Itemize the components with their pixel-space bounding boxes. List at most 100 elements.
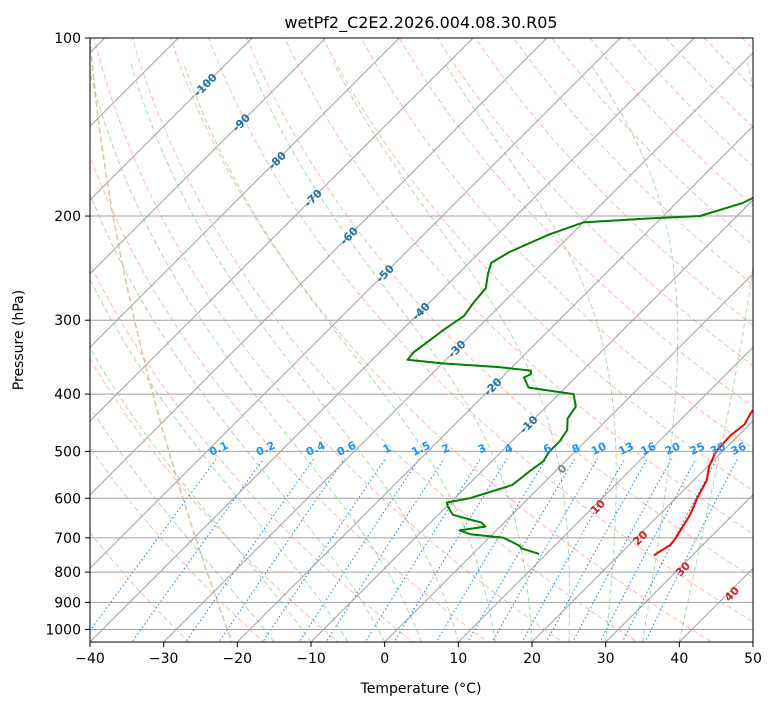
x-tick-label: 30 xyxy=(597,651,615,667)
mixing-ratio-line xyxy=(90,458,218,632)
isotherm-line xyxy=(310,199,753,642)
mixing-ratio-line xyxy=(572,458,672,642)
dry-adiabat-line xyxy=(93,38,564,642)
x-tick-label: 40 xyxy=(670,651,688,667)
mixing-ratio-label: 4 xyxy=(502,441,515,456)
mixing-ratio-label: 0.1 xyxy=(207,439,230,459)
isotherm-line xyxy=(383,272,753,642)
dry-adiabat-line xyxy=(741,38,753,50)
y-tick-label: 100 xyxy=(54,31,81,47)
x-tick-label: 10 xyxy=(449,651,467,667)
mixing-ratio-label: 8 xyxy=(570,441,582,456)
x-tick-label: 20 xyxy=(523,651,541,667)
isotherm-line xyxy=(90,38,622,570)
isotherms xyxy=(0,11,753,654)
mixing-ratio-label: 2 xyxy=(440,441,452,456)
mixing-ratio-label: 0.4 xyxy=(304,439,327,459)
mixing-ratio-line xyxy=(644,458,739,642)
dry-adiabat-label: 20 xyxy=(630,528,650,548)
mixing-ratio-lines xyxy=(90,458,739,642)
y-tick-label: 800 xyxy=(54,565,81,581)
isotherm-line xyxy=(90,38,401,349)
dewpoint-profile-line xyxy=(406,196,753,555)
moist-adiabat-line xyxy=(90,278,349,642)
dry-adiabat-line xyxy=(551,38,753,246)
moist-adiabat-line xyxy=(443,62,617,642)
mixing-ratio-line xyxy=(218,458,346,642)
moist-adiabat-line xyxy=(90,192,386,642)
y-tick-label: 300 xyxy=(54,313,81,329)
profile-lines xyxy=(406,196,753,557)
mixing-ratio-label: 25 xyxy=(688,440,707,458)
dry-adiabat-line xyxy=(90,358,339,642)
dry-adiabat-line xyxy=(246,38,753,578)
dry-adiabat-line xyxy=(398,38,753,408)
mixing-ratio-label: 3 xyxy=(476,441,488,456)
y-tick-label: 500 xyxy=(54,444,81,460)
isotherm-line xyxy=(236,125,753,642)
edge-curve-line xyxy=(90,38,233,642)
isotherm-label: -100 xyxy=(191,71,220,100)
dry-adiabat-line xyxy=(360,38,753,450)
isotherm-line xyxy=(90,38,474,422)
y-tick-label: 900 xyxy=(54,595,81,611)
isotherm-line xyxy=(90,38,695,642)
dry-adiabat-line xyxy=(589,38,753,206)
x-tick-label: 0 xyxy=(380,651,389,667)
x-tick-label: −20 xyxy=(223,651,253,667)
mixing-ratio-line xyxy=(466,458,576,642)
dry-adiabat-label: 10 xyxy=(588,497,608,517)
mixing-ratio-label: 0.2 xyxy=(254,439,277,459)
edge-curve xyxy=(90,38,233,642)
mixing-ratio-label: 20 xyxy=(663,440,683,458)
mixing-ratio-line xyxy=(393,458,508,642)
moist-adiabat-line xyxy=(678,62,753,642)
dry-adiabat-label: 30 xyxy=(673,559,693,579)
dry-adiabat-line xyxy=(169,38,713,642)
moist-adiabat-line xyxy=(248,62,533,642)
isotherm-line xyxy=(90,38,548,496)
dry-adiabat-line xyxy=(755,12,775,654)
mixing-ratio-label: 1.5 xyxy=(409,439,432,459)
isotherm-line xyxy=(752,641,753,642)
moist-adiabat-line xyxy=(90,70,422,642)
x-tick-label: −10 xyxy=(296,651,326,667)
plot-frame xyxy=(89,37,754,643)
x-tick-label: −40 xyxy=(75,651,105,667)
dry-adiabat-line xyxy=(90,262,414,642)
isotherm-line xyxy=(604,493,753,642)
isotherm-line xyxy=(0,11,58,654)
mixing-ratio-label: 1 xyxy=(381,441,393,456)
isotherm-line xyxy=(90,38,253,201)
x-axis-ticks: −40 −30 −20 −10 0 10 20 30 40 50 xyxy=(75,642,762,667)
moist-adiabat-line xyxy=(182,62,496,642)
mixing-ratio-line xyxy=(621,458,718,642)
moist-adiabat-line xyxy=(130,62,459,642)
chart-title: wetPf2_C2E2.2026.004.08.30.R05 xyxy=(284,13,557,33)
mixing-ratio-label: 16 xyxy=(639,440,659,458)
y-tick-label: 200 xyxy=(54,209,81,225)
x-axis-label: Temperature (°C) xyxy=(360,681,482,697)
dry-adiabat-line xyxy=(90,155,489,642)
moist-adiabats xyxy=(90,62,753,642)
dry-adiabat-line xyxy=(665,38,753,128)
pressure-gridlines xyxy=(90,38,753,630)
x-tick-label: −30 xyxy=(149,651,179,667)
dry-adiabats xyxy=(90,12,775,654)
mixing-ratio-line xyxy=(298,458,420,642)
dry-adiabat-line xyxy=(90,446,265,642)
isotherm-line xyxy=(90,38,327,275)
dry-adiabat-line xyxy=(131,38,638,642)
isotherm-line xyxy=(90,38,180,128)
isotherm-line xyxy=(531,420,753,642)
dry-adiabat-line xyxy=(627,38,753,167)
dry-adiabat-label: 40 xyxy=(722,584,742,604)
mixing-ratio-line xyxy=(491,458,598,642)
mixing-ratio-label: 13 xyxy=(617,440,636,458)
dry-adiabat-line xyxy=(90,531,190,642)
dry-adiabat-line xyxy=(284,38,753,535)
mixing-ratio-line xyxy=(521,458,626,642)
isotherm-line xyxy=(162,51,753,642)
isotherm-line xyxy=(678,567,753,642)
